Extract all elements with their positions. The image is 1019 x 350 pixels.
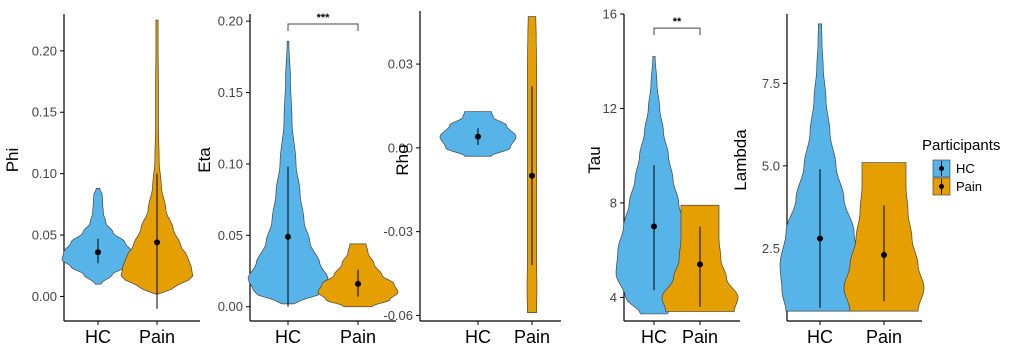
panel-phi: 0.00 0.05 0.10 0.15 0.20 Phi HC Pain <box>3 14 200 347</box>
y-tick-label: 5.0 <box>762 158 780 173</box>
y-tick-label: -0.06 <box>383 308 413 323</box>
x-tick-label: Pain <box>866 327 902 347</box>
legend-title: Participants <box>922 137 1000 154</box>
mean-point <box>95 249 101 256</box>
violin-hc <box>615 56 693 315</box>
y-axis-title: Lambda <box>731 129 750 191</box>
y-tick-label: 16 <box>603 7 617 22</box>
y-tick-label: 0.00 <box>32 289 57 304</box>
y-axis-title: Tau <box>585 146 604 173</box>
y-tick-label: 0.10 <box>32 166 57 181</box>
panel-lambda: 2.5 5.0 7.5 Lambda HC Pain <box>731 14 925 347</box>
mean-point <box>529 172 535 179</box>
y-tick-label: 0.20 <box>32 43 57 58</box>
y-tick-label: 2.5 <box>762 241 780 256</box>
y-tick-label: 0.00 <box>218 299 243 314</box>
significance-bracket <box>287 23 359 31</box>
violin-shape <box>779 23 861 312</box>
x-tick-label: HC <box>641 327 667 347</box>
y-tick-label: 0.05 <box>32 228 57 243</box>
x-tick-label: HC <box>85 327 111 347</box>
legend-entry-hc: HC <box>932 159 975 178</box>
violin-pain <box>526 16 538 313</box>
mean-point <box>881 251 887 258</box>
legend: Participants HC Pain <box>922 137 1000 196</box>
mean-point <box>817 235 823 242</box>
y-tick-label: 0.20 <box>218 14 243 29</box>
mean-point <box>154 239 160 246</box>
y-tick-label: -0.03 <box>383 224 413 239</box>
panel-eta: 0.00 0.05 0.10 0.15 0.20 Eta HC Pain *** <box>195 12 399 347</box>
legend-swatch-pain-point <box>939 184 944 189</box>
y-tick-label: 0.15 <box>32 105 57 120</box>
y-axis-title: Phi <box>3 148 22 173</box>
y-tick-label: 0.10 <box>218 156 243 171</box>
violin-pain <box>120 19 194 309</box>
violin-hc <box>247 40 329 307</box>
legend-entry-pain: Pain <box>932 177 982 196</box>
x-tick-label: HC <box>807 327 833 347</box>
y-tick-label: 0.00 <box>388 140 413 155</box>
y-tick-label: 0.15 <box>218 85 243 100</box>
x-tick-label: Pain <box>514 327 550 347</box>
x-tick-label: Pain <box>682 327 718 347</box>
violin-shape <box>120 19 194 295</box>
y-tick-label: 7.5 <box>762 76 780 91</box>
panel-tau: 4 8 12 16 Tau HC Pain ** <box>585 7 740 347</box>
y-axis-title: Eta <box>195 147 214 173</box>
legend-label-pain: Pain <box>956 179 982 194</box>
y-axis-title: Rho <box>393 144 412 175</box>
y-tick-label: 0.03 <box>388 57 413 72</box>
mean-point <box>651 223 657 230</box>
violin-pain <box>317 243 399 308</box>
x-tick-label: HC <box>465 327 491 347</box>
panel-rho: -0.06 -0.03 0.00 0.03 Rho HC Pain <box>383 11 561 347</box>
significance-bracket <box>653 27 701 36</box>
panels: 0.00 0.05 0.10 0.15 0.20 Phi HC Pain 0.00 0.05 0.1… <box>3 7 925 347</box>
significance-label: ** <box>673 16 682 28</box>
mean-point <box>355 280 361 287</box>
violin-pain <box>661 204 739 312</box>
mean-point <box>475 133 481 140</box>
significance-label: *** <box>317 12 331 24</box>
x-tick-label: Pain <box>139 327 175 347</box>
legend-label-hc: HC <box>956 161 975 176</box>
mean-point <box>697 261 703 268</box>
y-tick-label: 0.05 <box>218 228 243 243</box>
y-tick-label: 12 <box>603 101 617 116</box>
x-tick-label: Pain <box>340 327 376 347</box>
y-tick-label: 4 <box>610 290 617 305</box>
violin-hc <box>439 111 517 157</box>
x-tick-label: HC <box>275 327 301 347</box>
violin-pain <box>843 162 925 312</box>
legend-swatch-hc-point <box>939 166 944 171</box>
y-tick-label: 8 <box>610 195 617 210</box>
mean-point <box>285 233 291 240</box>
violin-hc <box>779 23 861 312</box>
